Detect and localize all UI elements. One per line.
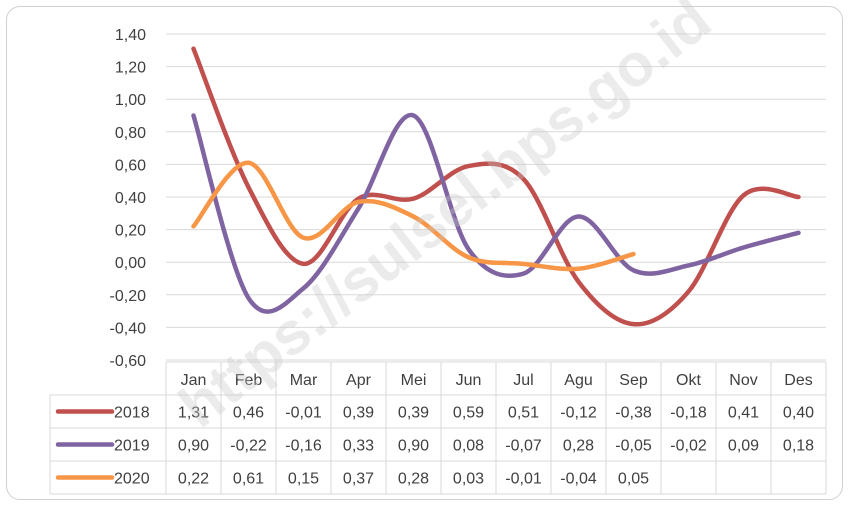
y-tick-label: 1,00 [115,92,146,109]
x-category-label: Mei [401,372,427,389]
data-label: -0,22 [230,438,267,455]
data-label: 0,05 [618,471,649,488]
x-category-label: Mar [290,372,318,389]
data-label: -0,18 [670,405,707,422]
y-tick-label: 0,80 [115,125,146,142]
data-label: 0,41 [728,405,759,422]
data-label: 0,39 [398,405,429,422]
chart-frame [6,6,843,500]
data-label: 0,51 [508,405,539,422]
x-category-label: Nov [729,372,757,389]
data-label: 0,28 [398,471,429,488]
series-line-2020 [191,160,636,272]
x-category-label: Feb [235,372,263,389]
data-label: 0,18 [783,438,814,455]
y-tick-label: 0,00 [115,255,146,272]
data-label: 0,22 [178,471,209,488]
data-label: -0,02 [670,438,707,455]
y-tick-label: -0,40 [110,320,147,337]
data-label: 0,33 [343,438,374,455]
y-tick-label: -0,60 [110,353,147,370]
data-label: 0,46 [233,405,264,422]
data-label: 0,59 [453,405,484,422]
data-label: -0,16 [285,438,322,455]
legend-label: 2018 [114,405,150,422]
data-label: 0,39 [343,405,374,422]
data-label: 0,09 [728,438,759,455]
data-label: 0,37 [343,471,374,488]
series-line-2019 [191,113,801,314]
x-category-label: Jun [456,372,482,389]
data-label: -0,05 [615,438,652,455]
data-label: -0,07 [505,438,542,455]
series-line-2018 [191,46,801,327]
y-tick-label: -0,20 [110,288,147,305]
x-category-label: Apr [346,372,372,389]
data-label: 0,40 [783,405,814,422]
series-layer [191,46,801,327]
y-tick-label: 0,40 [115,190,146,207]
data-label: -0,04 [560,471,597,488]
grid-layer [166,33,826,361]
legend-label: 2019 [114,438,150,455]
x-category-label: Jul [513,372,533,389]
data-label: -0,12 [560,405,597,422]
x-category-label: Okt [676,372,701,389]
x-category-label: Jan [181,372,207,389]
data-label: -0,38 [615,405,652,422]
x-category-label: Des [784,372,812,389]
data-label: -0,01 [505,471,542,488]
y-tick-label: 1,40 [115,27,146,44]
data-label: -0,01 [285,405,322,422]
y-tick-label: 0,20 [115,223,146,240]
y-axis-ticks: 1,40 1,20 1,00 0,80 0,60 0,40 0,20 0,00 -0,20 -0,… [110,27,147,370]
data-label: 0,08 [453,438,484,455]
x-category-label: Sep [619,372,648,389]
y-tick-label: 0,60 [115,157,146,174]
y-tick-label: 1,20 [115,60,146,77]
data-label: 0,28 [563,438,594,455]
data-label: 1,31 [178,405,209,422]
data-table: Jan Feb Mar Apr Mei Jun Jul Agu Sep Okt Nov Des 2018… [49,361,827,495]
data-label: 0,90 [178,438,209,455]
data-label: 0,15 [288,471,319,488]
data-label: 0,90 [398,438,429,455]
data-label: 0,61 [233,471,264,488]
data-label: 0,03 [453,471,484,488]
x-category-label: Agu [564,372,592,389]
legend-label: 2020 [114,471,150,488]
